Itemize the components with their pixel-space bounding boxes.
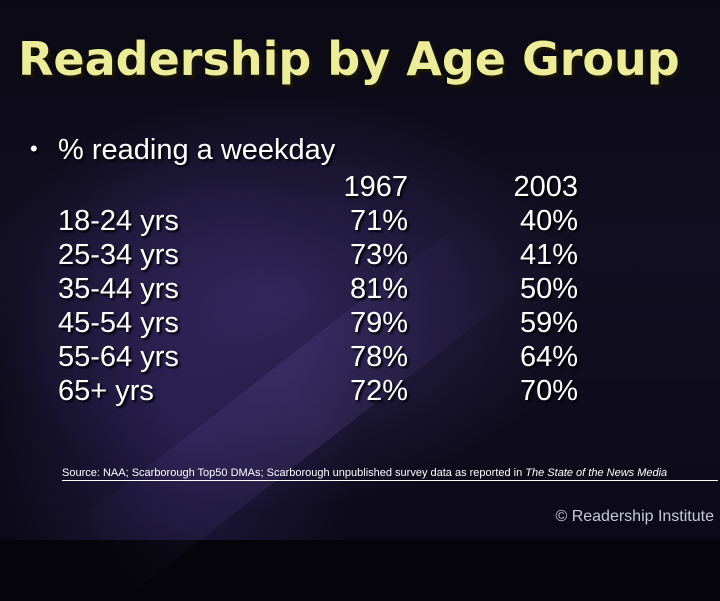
row-value-2003: 59% [519, 307, 578, 339]
bullet-icon: • [30, 136, 38, 161]
row-value-1967: 79% [349, 307, 408, 339]
row-value-2003: 50% [519, 273, 578, 305]
column-header-1967: 1967 [343, 171, 408, 203]
row-value-1967: 78% [349, 341, 408, 373]
row-age-label: 18-24 yrs [58, 205, 179, 237]
slide-background [0, 0, 720, 540]
bullet-text: % reading a weekday [58, 134, 336, 166]
row-age-label: 55-64 yrs [58, 341, 179, 373]
copyright-notice: © Readership Institute [555, 508, 714, 525]
row-value-1967: 73% [349, 239, 408, 271]
row-age-label: 65+ yrs [58, 375, 154, 407]
row-value-1967: 81% [349, 273, 408, 305]
row-age-label: 25-34 yrs [58, 239, 179, 271]
source-text: Source: NAA; Scarborough Top50 DMAs; Sca… [62, 467, 526, 479]
row-value-1967: 72% [349, 375, 408, 407]
slide-title: Readership by Age Group [18, 32, 680, 86]
source-publication-title: The State of the News Media [525, 467, 668, 479]
row-value-1967: 71% [349, 205, 408, 237]
row-age-label: 45-54 yrs [58, 307, 179, 339]
source-citation: Source: NAA; Scarborough Top50 DMAs; Sca… [62, 467, 718, 481]
row-age-label: 35-44 yrs [58, 273, 179, 305]
row-value-2003: 70% [519, 375, 578, 407]
row-value-2003: 64% [519, 341, 578, 373]
row-value-2003: 41% [519, 239, 578, 271]
bullet-point: • % reading a weekday [30, 134, 335, 167]
column-header-2003: 2003 [513, 171, 578, 203]
row-value-2003: 40% [519, 205, 578, 237]
